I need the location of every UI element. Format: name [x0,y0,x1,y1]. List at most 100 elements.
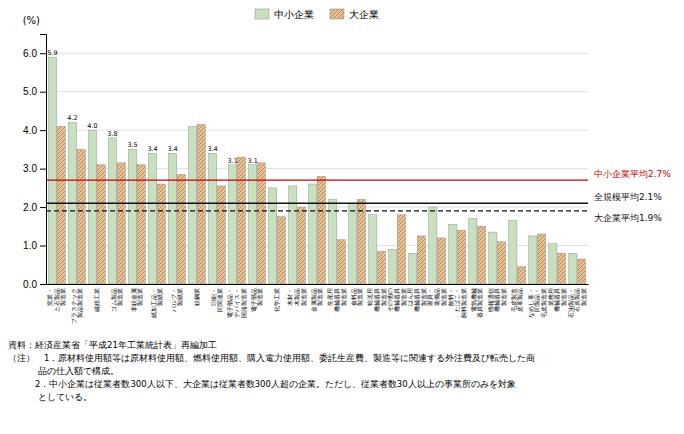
tick: 業務用機械器具製造業 [548,288,567,312]
tick-label: 家具・装備品製造業 [426,288,446,306]
tick: 印刷・同関連業 [211,288,224,312]
bar [469,219,477,284]
bar [148,153,156,284]
legend-label: 中小企業 [274,9,314,20]
tick-mark [40,130,46,131]
tick: はん用機械器具製造業 [407,288,426,312]
tick: なめし革・同製品・毛皮製造業 [528,288,547,318]
bar [208,153,216,284]
data-label: 4.2 [67,114,77,122]
bar [228,165,236,284]
bar [349,203,357,284]
tick: パルプ・製紙業 [170,288,184,313]
tick-mark [40,169,46,170]
tick-label: 印刷・同関連業 [211,288,224,312]
series [57,124,586,284]
bar [177,174,185,284]
reference-labels: 中小企業平均2.7%全規模平均2.1%大企業平均1.9% [594,169,671,223]
axis-line [47,284,589,285]
tick: 電気機械器具製造業 [471,288,484,318]
tick-label: その他の機械器具製造業 [387,288,406,312]
tick: 3.0 [23,163,46,174]
tick: 木材・木製品製造業 [287,288,306,306]
tick-label: 生産用機械器具製造業 [326,288,346,312]
data-label: 3.4 [167,145,177,153]
tick-label: 3.0 [23,163,37,174]
data-label: 3.4 [147,145,157,153]
tick-label: 金属製品製造業 [311,288,324,312]
tick-label: 鉄鋼業 [194,288,200,306]
tick: 飲料・たばこ・飼料製造業 [448,288,467,318]
tick-label: 2.0 [23,202,37,213]
bar [437,238,445,284]
tick-label: なめし革・同製品・毛皮製造業 [528,288,547,318]
tick: 情報通信機械器具製造業 [488,288,507,313]
legend-swatch [330,9,344,19]
bar [357,199,365,284]
bar [409,253,417,284]
bar [57,126,65,284]
y-axis: 0.01.02.03.04.05.06.0 [23,35,46,290]
note: 2．中小企業は従業者数300人以下、大企業は従業者数300人超の企業。ただし、従… [8,379,516,389]
bar [489,232,497,284]
tick: 化学工業 [274,288,280,312]
data-labels: 5.94.24.03.83.53.43.43.43.13.1 [47,49,257,165]
tick: プラスチック製品製造業 [70,288,84,324]
grid-line [46,130,588,131]
bar [517,267,525,284]
grid-line [46,53,588,54]
bar [377,251,385,284]
tick: 2.0 [23,202,46,213]
tick-label: 木材・木製品製造業 [287,288,306,306]
bar [449,224,457,284]
tick-label: 6.0 [23,48,37,59]
bar [317,176,325,284]
bar [369,215,377,284]
note: としている。 [38,392,92,402]
tick: 非鉄金属製造業 [131,288,144,312]
bar [117,163,125,284]
notes: 資料：経済産業省「平成21年工業統計表」再編加工（注） 1．原材料使用額等は原材… [8,340,535,402]
bar [529,236,537,284]
tick: 4.0 [23,125,46,136]
bar [289,186,297,284]
chart: 0.01.02.03.04.05.06.0(%)窯業・土石製品製造業プラスチック… [0,0,684,434]
grid-line [46,168,588,169]
reference-label: 大企業平均1.9% [594,213,662,223]
data-label: 3.1 [227,157,237,165]
x-axis: 窯業・土石製品製造業プラスチック製品製造業繊維工業ゴム製品製造業非鉄金属製造業紙… [46,285,588,325]
bar [217,186,225,284]
bar [257,163,265,284]
tick-label: 業務用機械器具製造業 [548,288,567,312]
legend-label: 大企業 [349,9,379,20]
tick-mark [40,284,46,285]
note: 品の仕入額で構成。 [38,366,119,376]
tick: 電子部品・デバイス・回路製造業 [226,288,246,318]
bar [269,188,277,284]
tick: 電子部品製造業 [250,288,264,312]
tick: その他の機械器具製造業 [387,288,406,312]
tick: 窯業・土石製品製造業 [46,288,66,312]
axis-line [40,35,47,285]
data-label: 3.4 [207,145,217,153]
bar [277,217,285,284]
tick-label: 1.0 [23,240,37,251]
tick-mark [40,53,46,54]
bar [557,253,565,284]
reference-line [46,210,588,211]
tick-label: 4.0 [23,125,37,136]
bar [509,221,517,284]
bar [329,199,337,284]
tick-label: 非鉄金属製造業 [131,288,144,312]
tick: 輸送用機械器具製造業 [367,288,386,312]
bar [429,207,437,284]
tick: 石油製品・石炭製品製造業 [568,288,587,318]
bar [237,157,245,284]
tick-label: 5.0 [23,86,37,97]
data-label: 3.1 [247,157,257,165]
tick-label: 窯業・土石製品製造業 [46,288,66,312]
tick-label: 繊維工業 [94,288,100,313]
tick-label: 情報通信機械器具製造業 [488,288,507,313]
reference-line [46,179,588,180]
tick: 金属製品製造業 [311,288,324,312]
